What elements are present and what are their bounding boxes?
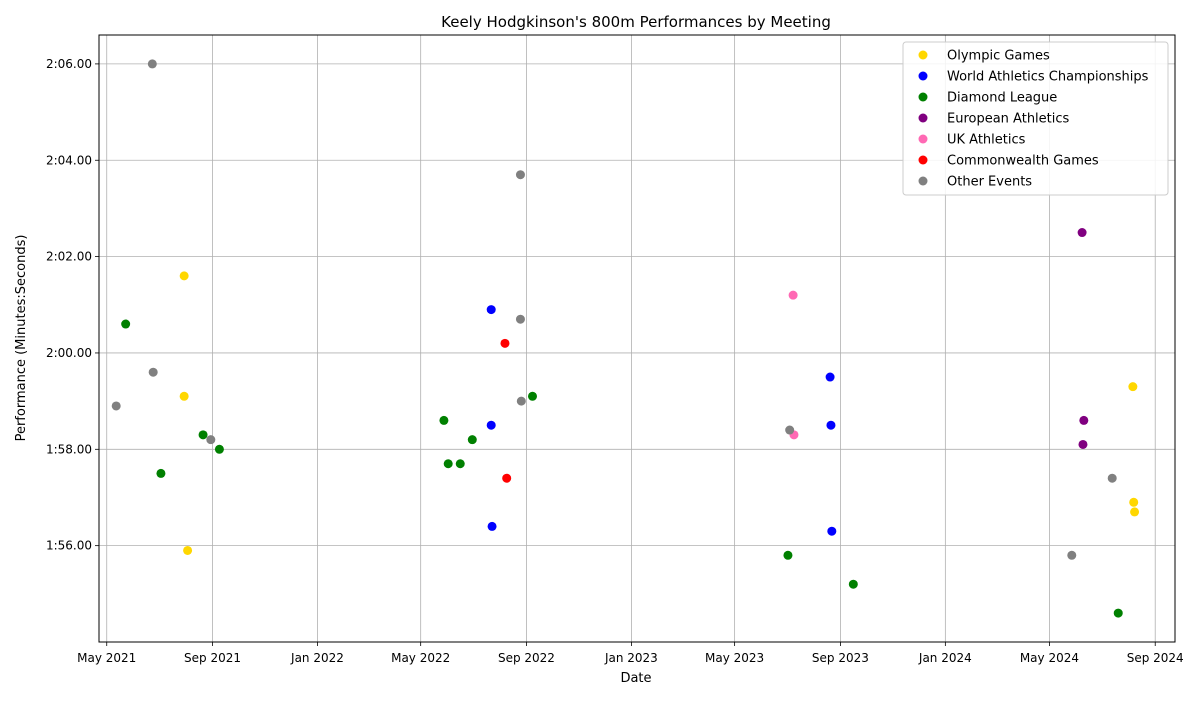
legend-label: European Athletics — [947, 112, 1070, 127]
data-point — [788, 290, 798, 300]
data-point — [206, 435, 216, 445]
series-world-athletics-championships — [486, 305, 837, 536]
y-tick-label: 1:58.00 — [46, 442, 92, 456]
axes: May 2021 Sep 2021 Jan 2022 May 2022 Sep 2022… — [46, 34, 1184, 665]
series-olympic-games — [179, 271, 1140, 555]
legend-label: Olympic Games — [947, 49, 1050, 64]
legend-marker — [918, 176, 928, 186]
data-point — [486, 420, 496, 430]
data-point — [156, 468, 166, 478]
y-tick-label: 2:00.00 — [46, 346, 92, 360]
legend: Olympic Games World Athletics Championshi… — [902, 41, 1169, 196]
x-tick-label: Sep 2022 — [498, 651, 555, 665]
y-axis-label: Performance (Minutes:Seconds) — [14, 235, 29, 442]
data-point — [443, 459, 453, 469]
data-point — [785, 425, 795, 435]
data-point — [515, 170, 525, 180]
data-point — [1130, 507, 1140, 517]
x-tick-label: Jan 2022 — [290, 651, 344, 665]
data-point — [848, 579, 858, 589]
data-point — [198, 430, 208, 440]
legend-marker — [918, 155, 928, 165]
x-tick-label: May 2024 — [1020, 651, 1079, 665]
legend-label: Diamond League — [947, 91, 1057, 106]
data-point — [500, 338, 510, 348]
x-tick-label: May 2022 — [391, 651, 450, 665]
data-point — [825, 372, 835, 382]
data-point — [826, 420, 836, 430]
x-tick-label: May 2023 — [705, 651, 764, 665]
y-tick-label: 1:56.00 — [46, 539, 92, 553]
x-tick-label: Jan 2023 — [604, 651, 658, 665]
chart-title: Keely Hodgkinson's 800m Performances by … — [441, 13, 831, 31]
data-point — [486, 305, 496, 315]
legend-label: Commonwealth Games — [947, 154, 1099, 169]
plot-frame — [98, 34, 1176, 643]
y-tick-label: 2:02.00 — [46, 250, 92, 264]
series-european-athletics — [1077, 228, 1089, 449]
x-tick-label: Sep 2023 — [812, 651, 869, 665]
x-tick-label: May 2021 — [77, 651, 136, 665]
legend-label: UK Athletics — [947, 133, 1026, 148]
data-point — [179, 271, 189, 281]
data-point — [1079, 415, 1089, 425]
data-point — [1129, 497, 1139, 507]
data-points — [111, 59, 1140, 618]
legend-marker — [918, 71, 928, 81]
legend-marker — [918, 50, 928, 60]
series-uk-athletics — [788, 290, 799, 440]
legend-box — [902, 41, 1169, 196]
x-tick-label: Sep 2024 — [1127, 651, 1184, 665]
series-other-events — [111, 59, 1117, 560]
x-axis-label: Date — [620, 671, 651, 686]
legend-label: Other Events — [947, 175, 1032, 190]
data-point — [183, 545, 193, 555]
data-point — [467, 435, 477, 445]
data-point — [179, 391, 189, 401]
y-tick-label: 2:06.00 — [46, 57, 92, 71]
data-point — [527, 391, 537, 401]
x-tick-label: Sep 2021 — [184, 651, 241, 665]
legend-marker — [918, 113, 928, 123]
data-point — [516, 396, 526, 406]
data-point — [783, 550, 793, 560]
data-point — [515, 314, 525, 324]
legend-marker — [918, 92, 928, 102]
data-point — [1077, 228, 1087, 238]
data-point — [1128, 382, 1138, 392]
series-commonwealth-games — [500, 338, 512, 483]
data-point — [439, 415, 449, 425]
legend-marker — [918, 134, 928, 144]
data-point — [1107, 473, 1117, 483]
data-point — [1078, 439, 1088, 449]
data-point — [148, 367, 158, 377]
data-point — [147, 59, 157, 69]
y-tick-label: 2:04.00 — [46, 153, 92, 167]
data-point — [121, 319, 131, 329]
data-point — [1067, 550, 1077, 560]
data-point — [1113, 608, 1123, 618]
data-point — [487, 521, 497, 531]
data-point — [502, 473, 512, 483]
x-tick-label: Jan 2024 — [918, 651, 972, 665]
data-point — [111, 401, 121, 411]
data-point — [455, 459, 465, 469]
legend-label: World Athletics Championships — [947, 70, 1149, 85]
series-diamond-league — [121, 319, 1123, 618]
data-point — [214, 444, 224, 454]
data-point — [827, 526, 837, 536]
